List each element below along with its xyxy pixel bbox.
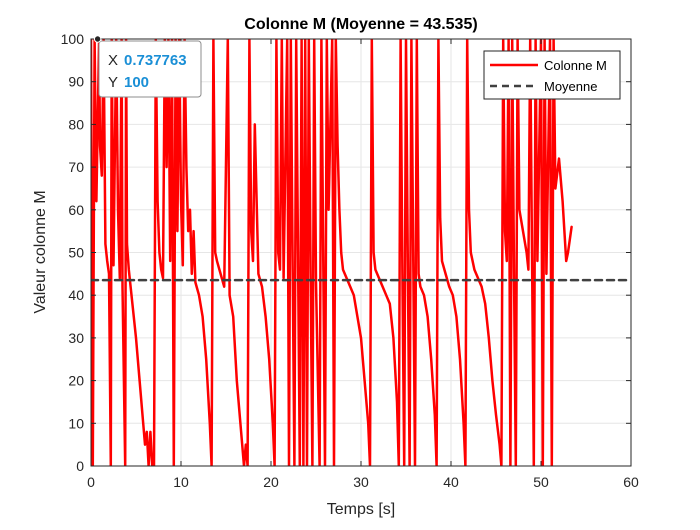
tick-labels: 0 10 20 30 40 50 60 0 10 20 30 40 50 60 70 80 90 100: [61, 31, 639, 490]
legend[interactable]: Colonne M Moyenne: [483, 50, 621, 100]
x-tick-label: 40: [443, 474, 459, 490]
x-tick-label: 20: [263, 474, 279, 490]
y-tick-label: 70: [68, 159, 84, 175]
x-axis-label: Temps [s]: [327, 501, 395, 518]
y-tick-label: 40: [68, 287, 84, 303]
datatip[interactable]: X 0.737763 Y 100: [93, 35, 202, 98]
series-layer: [91, 39, 631, 466]
y-tick-label: 60: [68, 202, 84, 218]
x-tick-label: 10: [173, 474, 189, 490]
y-tick-label: 30: [68, 330, 84, 346]
series-line-colonne-m[interactable]: [91, 39, 573, 466]
x-tick-label: 30: [353, 474, 369, 490]
x-tick-label: 0: [87, 474, 95, 490]
y-axis-label: Valeur colonne M: [32, 190, 49, 313]
y-tick-label: 50: [68, 245, 84, 261]
datatip-x-label: X: [108, 52, 118, 69]
y-tick-label: 10: [68, 415, 84, 431]
datatip-box: [98, 40, 202, 98]
legend-box: [483, 50, 621, 100]
y-tick-label: 20: [68, 373, 84, 389]
y-tick-label: 90: [68, 74, 84, 90]
datatip-marker[interactable]: [93, 35, 102, 43]
legend-label-colonne-m: Colonne M: [544, 58, 607, 73]
x-tick-label: 50: [533, 474, 549, 490]
datatip-y-label: Y: [108, 74, 118, 91]
y-tick-label: 100: [61, 31, 85, 47]
y-tick-label: 80: [68, 116, 84, 132]
legend-label-moyenne: Moyenne: [544, 79, 597, 94]
datatip-x-value: 0.737763: [124, 52, 187, 69]
chart-title: Colonne M (Moyenne = 43.535): [244, 16, 477, 33]
datatip-y-value: 100: [124, 74, 149, 91]
y-tick-label: 0: [76, 458, 84, 474]
x-tick-label: 60: [623, 474, 639, 490]
